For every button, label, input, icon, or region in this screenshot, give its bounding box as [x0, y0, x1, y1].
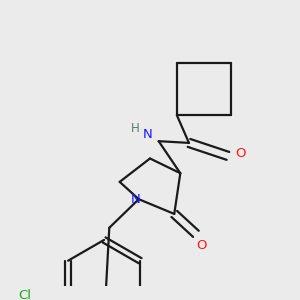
Text: H: H — [131, 122, 140, 135]
Text: N: N — [142, 128, 152, 141]
Text: Cl: Cl — [19, 289, 32, 300]
Text: O: O — [236, 147, 246, 160]
Text: O: O — [197, 238, 207, 252]
Text: N: N — [130, 193, 140, 206]
